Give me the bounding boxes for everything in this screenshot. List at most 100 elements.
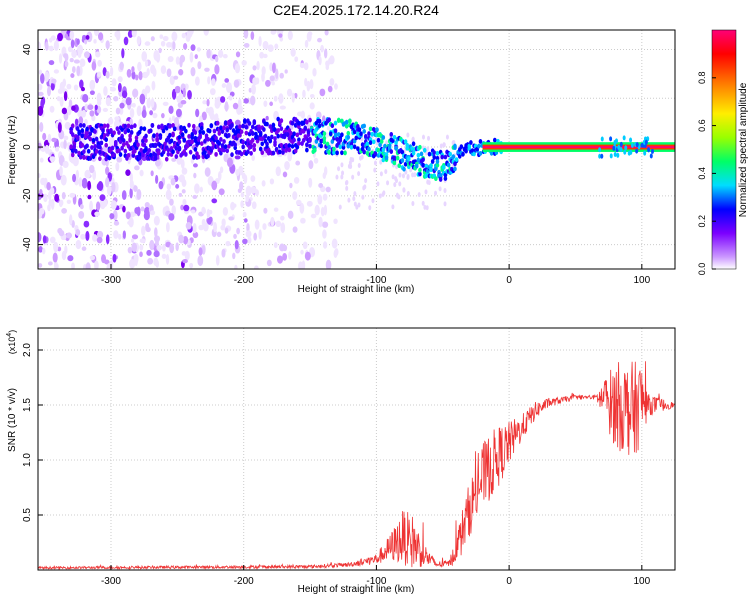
spectral-noise-blob — [318, 183, 324, 189]
spectral-noise-blob — [194, 54, 198, 60]
spectral-noise-blob — [185, 221, 192, 230]
spectral-trace-blob — [85, 126, 89, 132]
spectral-noise-blob — [106, 263, 112, 269]
spectral-noise-blob — [303, 62, 309, 71]
spectral-noise-blob — [398, 181, 402, 187]
spectral-trace-blob — [469, 140, 473, 145]
spectral-trace-blob — [427, 151, 432, 157]
spectral-noise-blob — [195, 108, 200, 118]
spectral-trace-blob — [303, 125, 308, 131]
spectral-trace-blob — [332, 150, 336, 155]
spectral-noise-blob — [42, 235, 47, 244]
spectral-noise-blob — [89, 79, 96, 91]
spectral-noise-blob — [67, 46, 73, 53]
spectral-noise-blob — [80, 86, 85, 92]
spectral-noise-blob — [84, 169, 91, 179]
spectral-noise-blob — [197, 255, 204, 267]
spectral-trace-blob — [346, 130, 351, 136]
spectral-noise-blob — [109, 213, 115, 220]
snr-plot-area — [38, 328, 675, 570]
spectral-noise-blob — [43, 193, 48, 203]
spectral-noise-blob — [69, 30, 75, 40]
spectral-noise-blob — [182, 235, 189, 245]
spectral-trace-blob — [153, 152, 158, 158]
spectral-trace-blob — [80, 133, 85, 139]
spectral-noise-blob — [325, 259, 332, 269]
spectral-trace-blob — [91, 137, 96, 143]
spectral-noise-blob — [394, 176, 398, 182]
spectral-noise-blob — [179, 54, 186, 63]
spectral-noise-blob — [352, 196, 356, 202]
spectral-noise-blob — [165, 189, 172, 200]
spectral-noise-blob — [315, 111, 322, 119]
spectral-noise-blob — [129, 211, 136, 218]
spectral-noise-blob — [96, 236, 103, 244]
spectral-trace-blob — [137, 129, 142, 135]
spectral-noise-blob — [196, 47, 201, 52]
spectral-trace-blob — [106, 123, 110, 129]
snr-scale-close: ) — [7, 330, 17, 333]
spectral-noise-blob — [192, 223, 197, 234]
spectral-noise-blob — [234, 119, 241, 126]
spectral-trace-blob — [134, 135, 139, 141]
spectral-noise-blob — [38, 173, 41, 179]
spectral-trace-blob — [190, 132, 195, 137]
spectral-trace-blob — [166, 151, 171, 157]
spectral-noise-blob — [263, 100, 268, 107]
spectral-noise-blob — [113, 220, 120, 226]
spectral-noise-blob — [131, 30, 137, 38]
spectral-trace-blob — [121, 142, 126, 147]
spectral-trace-blob — [383, 143, 387, 149]
spectral-trace-blob — [313, 147, 317, 153]
spectral-trace-blob — [613, 151, 617, 157]
spectral-trace-blob — [438, 177, 443, 182]
spectral-trace-blob — [166, 147, 171, 153]
spectral-noise-blob — [411, 172, 415, 178]
spectral-noise-blob — [391, 174, 395, 180]
spectral-noise-blob — [379, 171, 383, 177]
spectral-noise-blob — [102, 67, 107, 77]
spectral-trace-blob — [406, 156, 411, 162]
spectral-noise-blob — [434, 190, 438, 196]
snr-x-axis-label: Height of straight line (km) — [298, 584, 415, 595]
spectral-trace-blob — [168, 124, 172, 129]
spectral-trace-blob — [338, 137, 343, 143]
spectral-noise-blob — [159, 34, 164, 39]
spectral-noise-blob — [166, 41, 173, 48]
spectral-trace-blob — [340, 150, 344, 156]
spectral-noise-blob — [38, 195, 42, 201]
spectral-trace-blob — [600, 136, 604, 142]
spectral-noise-blob — [190, 44, 196, 52]
spectral-trace-blob — [252, 147, 257, 152]
spectral-noise-blob — [169, 243, 175, 254]
spectral-noise-blob — [71, 105, 76, 111]
spectral-trace-blob — [392, 134, 397, 140]
spectral-noise-blob — [421, 200, 425, 206]
spectral-noise-blob — [363, 184, 367, 190]
spectral-noise-blob — [38, 263, 43, 268]
spectral-trace-blob — [635, 148, 639, 154]
spectral-noise-blob — [355, 204, 359, 210]
spectral-noise-blob — [68, 99, 73, 108]
spectral-trace-blob — [287, 147, 292, 153]
spectral-trace-blob — [174, 145, 179, 151]
spectral-noise-blob — [357, 163, 361, 169]
spectral-noise-blob — [171, 31, 178, 42]
spectral-trace-blob — [429, 163, 433, 168]
spectral-noise-blob — [333, 218, 338, 225]
spectral-trace-blob — [367, 131, 371, 137]
spectral-noise-blob — [254, 219, 260, 230]
spectral-trace-blob — [163, 141, 167, 147]
spectral-trace-blob — [270, 134, 274, 140]
spectral-noise-blob — [84, 51, 90, 59]
spectral-trace-blob — [187, 122, 191, 128]
spectral-noise-blob — [67, 255, 74, 262]
spectral-noise-blob — [312, 67, 317, 77]
spectral-noise-blob — [110, 200, 117, 210]
spectral-noise-blob — [273, 242, 278, 249]
spectral-trace-blob — [136, 142, 140, 148]
spectral-noise-blob — [115, 162, 120, 172]
spectral-noise-blob — [53, 69, 60, 74]
spectral-trace-blob — [349, 144, 354, 150]
spectral-noise-blob — [75, 239, 82, 250]
